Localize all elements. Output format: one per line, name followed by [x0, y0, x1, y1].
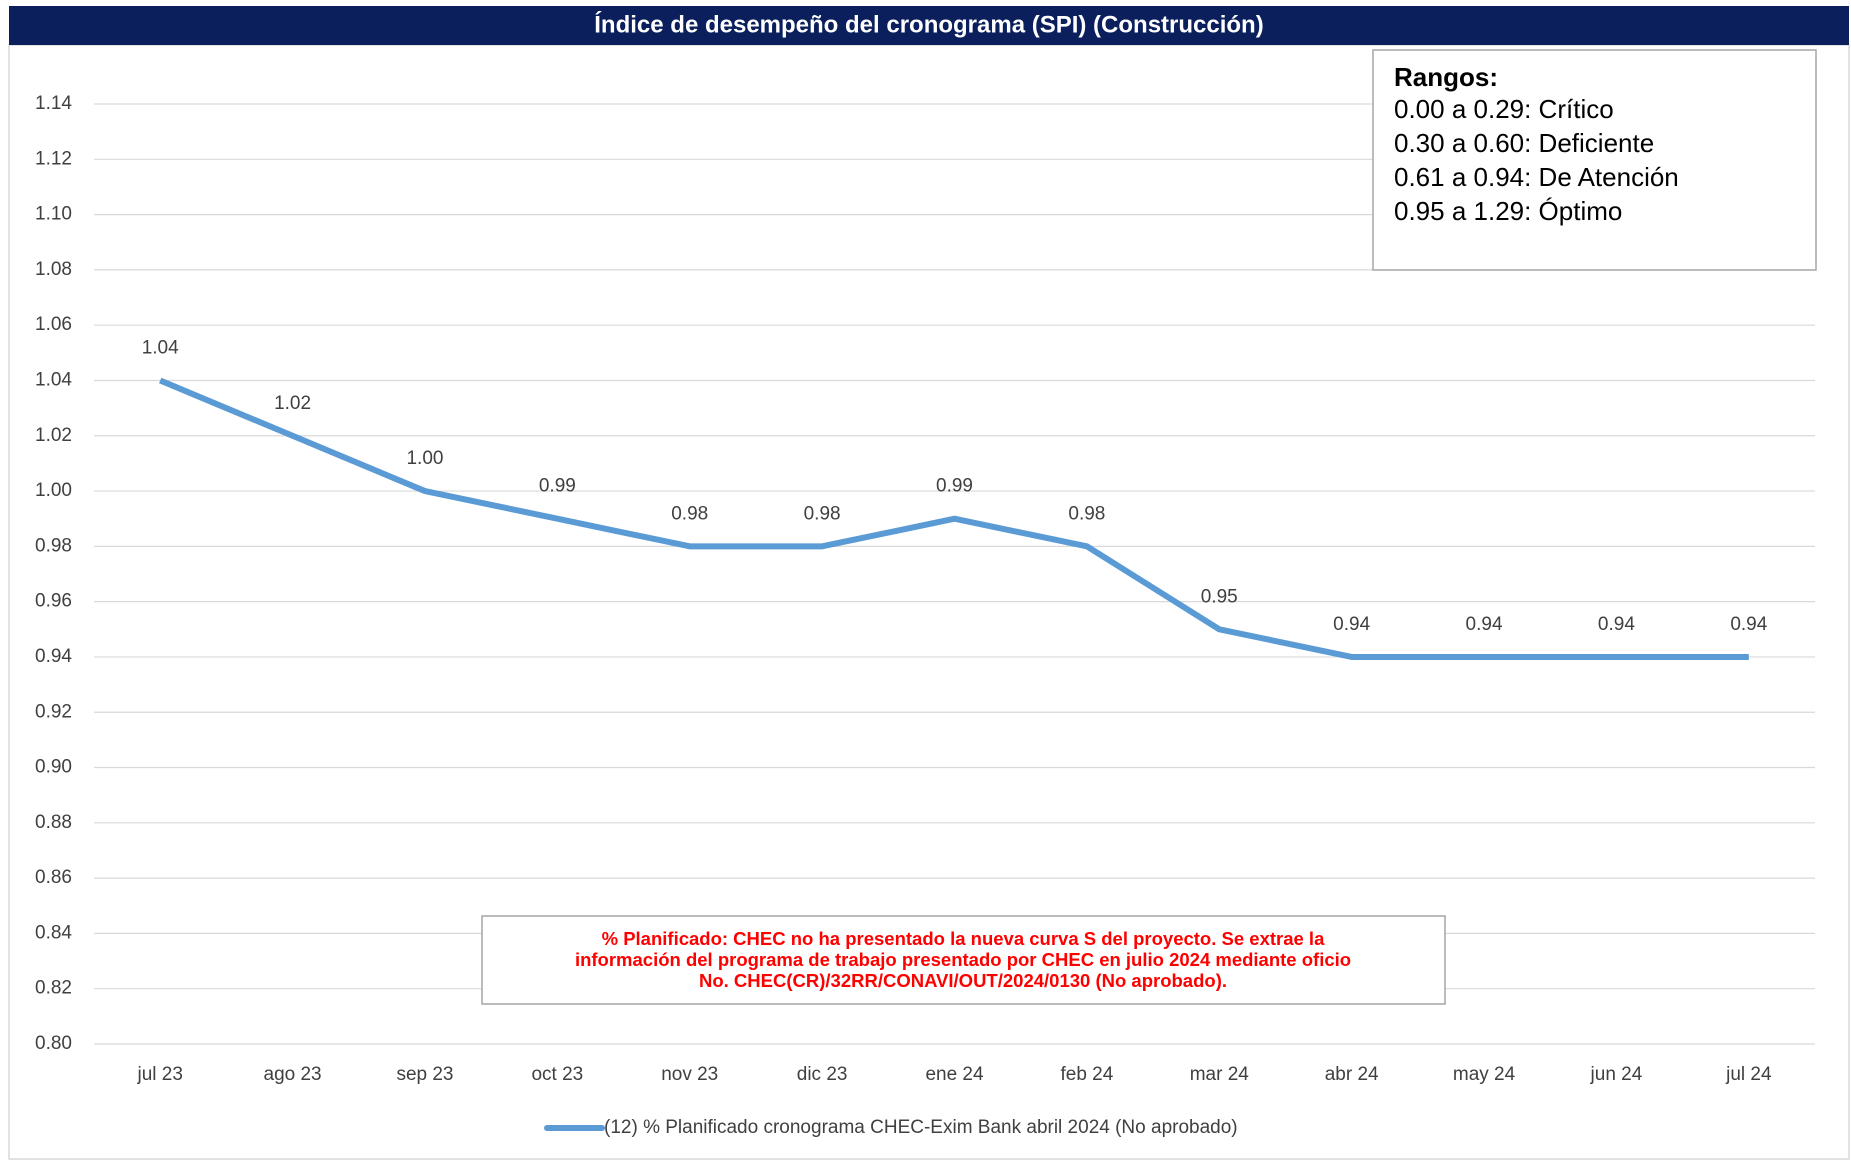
x-tick-label: jul 24: [1725, 1064, 1772, 1085]
y-tick-label: 1.06: [35, 314, 72, 335]
data-label: 0.95: [1201, 586, 1238, 607]
x-tick-label: jun 24: [1590, 1064, 1643, 1085]
y-tick-label: 1.02: [35, 425, 72, 446]
x-tick-label: ene 24: [925, 1064, 984, 1085]
grid: [94, 103, 1815, 1045]
ranges-heading: Rangos:: [1394, 62, 1498, 92]
ranges-line: 0.00 a 0.29: Crítico: [1394, 94, 1614, 124]
data-label: 0.99: [936, 476, 973, 497]
ranges-line: 0.30 a 0.60: Deficiente: [1394, 128, 1654, 158]
y-tick-label: 0.94: [35, 646, 72, 667]
y-tick-label: 0.90: [35, 757, 72, 778]
y-tick-label: 1.08: [35, 259, 72, 280]
x-tick-label: abr 24: [1325, 1064, 1379, 1085]
y-tick-label: 0.92: [35, 701, 72, 722]
ranges-line: 0.95 a 1.29: Óptimo: [1394, 196, 1622, 226]
data-label: 0.94: [1333, 614, 1370, 635]
ranges-line: 0.61 a 0.94: De Atención: [1394, 162, 1679, 192]
data-label: 0.99: [539, 476, 576, 497]
x-tick-label: oct 23: [531, 1064, 583, 1085]
data-label: 1.02: [274, 393, 311, 414]
y-tick-label: 0.88: [35, 812, 72, 833]
x-tick-label: dic 23: [797, 1064, 848, 1085]
x-tick-label: mar 24: [1190, 1064, 1250, 1085]
x-tick-label: nov 23: [661, 1064, 718, 1085]
data-label: 0.98: [804, 503, 841, 524]
y-tick-label: 1.00: [35, 480, 72, 501]
legend-label: (12) % Planificado cronograma CHEC-Exim …: [604, 1117, 1238, 1138]
data-label: 0.94: [1466, 614, 1503, 635]
data-label: 0.98: [1068, 503, 1105, 524]
x-tick-label: may 24: [1453, 1064, 1516, 1085]
title-bar: [9, 6, 1849, 45]
note-box: [481, 915, 1446, 1005]
note-line: No. CHEC(CR)/32RR/CONAVI/OUT/2024/0130 (…: [699, 970, 1227, 991]
y-tick-label: 1.12: [35, 148, 72, 169]
data-label: 1.00: [406, 448, 443, 469]
y-tick-label: 0.84: [35, 922, 72, 943]
y-tick-label: 1.04: [35, 369, 72, 390]
y-tick-label: 0.96: [35, 591, 72, 612]
series-line: [159, 377, 1749, 660]
y-tick-label: 1.14: [35, 93, 72, 114]
y-tick-label: 0.98: [35, 535, 72, 556]
y-tick-label: 0.80: [35, 1033, 72, 1054]
note-line: % Planificado: CHEC no ha presentado la …: [602, 928, 1325, 949]
data-label: 1.04: [142, 337, 179, 358]
x-tick-label: sep 23: [396, 1064, 453, 1085]
data-label: 0.94: [1730, 614, 1767, 635]
data-label: 0.94: [1598, 614, 1635, 635]
ranges-box: [1372, 49, 1817, 271]
y-tick-label: 0.86: [35, 867, 72, 888]
data-label: 0.98: [671, 503, 708, 524]
x-tick-label: feb 24: [1060, 1064, 1113, 1085]
x-tick-label: jul 23: [136, 1064, 182, 1085]
x-tick-label: ago 23: [264, 1064, 322, 1085]
y-tick-label: 1.10: [35, 204, 72, 225]
note-line: información del programa de trabajo pres…: [575, 949, 1351, 970]
y-tick-label: 0.82: [35, 978, 72, 999]
chart-title: Índice de desempeño del cronograma (SPI)…: [594, 10, 1263, 38]
